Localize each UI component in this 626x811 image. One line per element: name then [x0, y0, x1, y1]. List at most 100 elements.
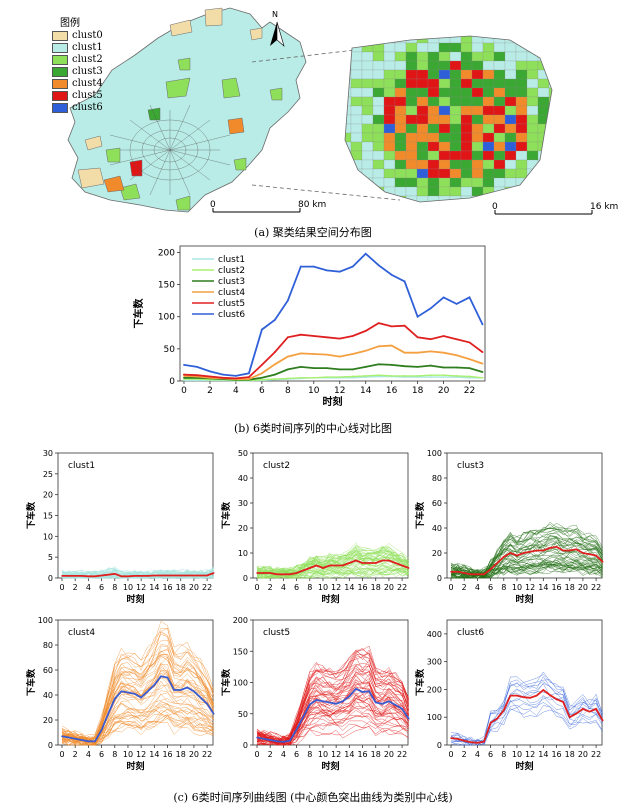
- center-point: [262, 737, 265, 740]
- bundle-line: [61, 683, 214, 745]
- detail-cell: [427, 51, 440, 62]
- detail-cell: [449, 114, 462, 125]
- center-point: [502, 709, 505, 712]
- detail-cell: [493, 42, 506, 53]
- detail-cell: [416, 60, 429, 71]
- data-point: [351, 353, 354, 355]
- bundle-line: [450, 689, 603, 745]
- detail-cell: [449, 36, 462, 44]
- detail-cell: [504, 150, 517, 161]
- detail-cell: [405, 42, 418, 53]
- detail-cell: [471, 69, 484, 80]
- detail-cell: [493, 60, 506, 71]
- detail-cell: [472, 205, 483, 214]
- detail-cell: [504, 78, 517, 89]
- center-point: [394, 704, 397, 706]
- detail-cell: [460, 186, 473, 197]
- detail-cell: [537, 168, 550, 179]
- detail-cell: [504, 69, 517, 80]
- data-point: [312, 376, 315, 379]
- detail-cell: [504, 141, 517, 152]
- road-network: [109, 104, 231, 196]
- detail-cell: [548, 186, 552, 197]
- detail-cell: [438, 168, 451, 179]
- detail-cell: [372, 60, 385, 71]
- x-tick-label: 4: [86, 583, 91, 592]
- y-axis-label: 下车数: [414, 668, 426, 696]
- bundle-line: [256, 547, 409, 578]
- detail-cell: [361, 36, 374, 44]
- detail-cell: [350, 132, 363, 143]
- center-point: [133, 575, 136, 577]
- center-point: [341, 564, 344, 567]
- detail-cell: [362, 205, 373, 214]
- legend-swatch: [52, 42, 68, 53]
- center-point: [516, 694, 518, 697]
- detail-cell: [471, 78, 484, 89]
- y-tick-label: 100: [233, 679, 248, 688]
- data-point: [364, 329, 367, 332]
- detail-cell: [372, 159, 385, 170]
- x-tick-label: 18: [371, 583, 381, 592]
- detail-cell: [383, 150, 396, 161]
- x-tick-label: 10: [318, 750, 328, 759]
- x-tick-label: 12: [136, 583, 146, 592]
- center-point: [489, 721, 492, 724]
- y-tick-label: 40: [238, 474, 248, 483]
- center-point: [289, 573, 291, 576]
- center-point: [601, 560, 604, 563]
- detail-cell: [345, 168, 352, 179]
- center-point: [401, 707, 403, 710]
- overview-patch: [227, 117, 245, 135]
- data-point: [299, 376, 302, 379]
- bundle-line: [450, 707, 603, 746]
- detail-cell: [482, 177, 495, 188]
- center-point: [407, 717, 410, 720]
- data-point: [247, 372, 250, 375]
- center-point: [568, 549, 571, 552]
- bundle-line: [257, 566, 409, 579]
- detail-cell: [515, 114, 528, 125]
- data-point: [235, 377, 237, 380]
- detail-cell: [449, 186, 462, 197]
- center-point: [483, 740, 485, 743]
- x-tick-label: 22: [397, 583, 407, 592]
- plot-frame: [57, 452, 214, 579]
- detail-cell: [416, 168, 429, 179]
- detail-cell: [383, 159, 396, 170]
- detail-cell: [361, 78, 374, 89]
- detail-cell: [482, 159, 495, 170]
- detail-cell: [438, 132, 451, 143]
- detail-cell: [460, 60, 473, 71]
- x-tick-label: 4: [86, 750, 91, 759]
- center-point: [133, 692, 136, 695]
- data-point: [325, 367, 328, 370]
- detail-cell: [450, 205, 461, 214]
- detail-cell: [493, 141, 506, 152]
- detail-cell: [504, 177, 517, 188]
- center-point: [535, 549, 538, 552]
- center-point: [193, 574, 195, 577]
- detail-cell: [515, 186, 528, 197]
- x-tick-label: 8: [501, 750, 506, 759]
- x-tick-label: 10: [123, 583, 133, 592]
- center-point: [450, 570, 452, 573]
- bundle-line: [256, 559, 409, 579]
- center-point: [368, 690, 370, 693]
- x-tick-label: 22: [464, 386, 475, 396]
- data-point: [429, 338, 432, 341]
- data-point: [325, 376, 328, 379]
- center-point: [113, 573, 116, 575]
- center-point: [113, 697, 116, 700]
- detail-cell: [471, 141, 484, 152]
- detail-cell: [515, 96, 528, 107]
- detail-cell: [438, 177, 451, 188]
- data-point: [260, 378, 263, 381]
- y-tick-label: 400: [427, 630, 442, 639]
- detail-cell: [504, 168, 517, 179]
- detail-cell: [471, 123, 484, 134]
- detail-cell: [504, 105, 517, 116]
- x-tick-label: 22: [397, 750, 407, 759]
